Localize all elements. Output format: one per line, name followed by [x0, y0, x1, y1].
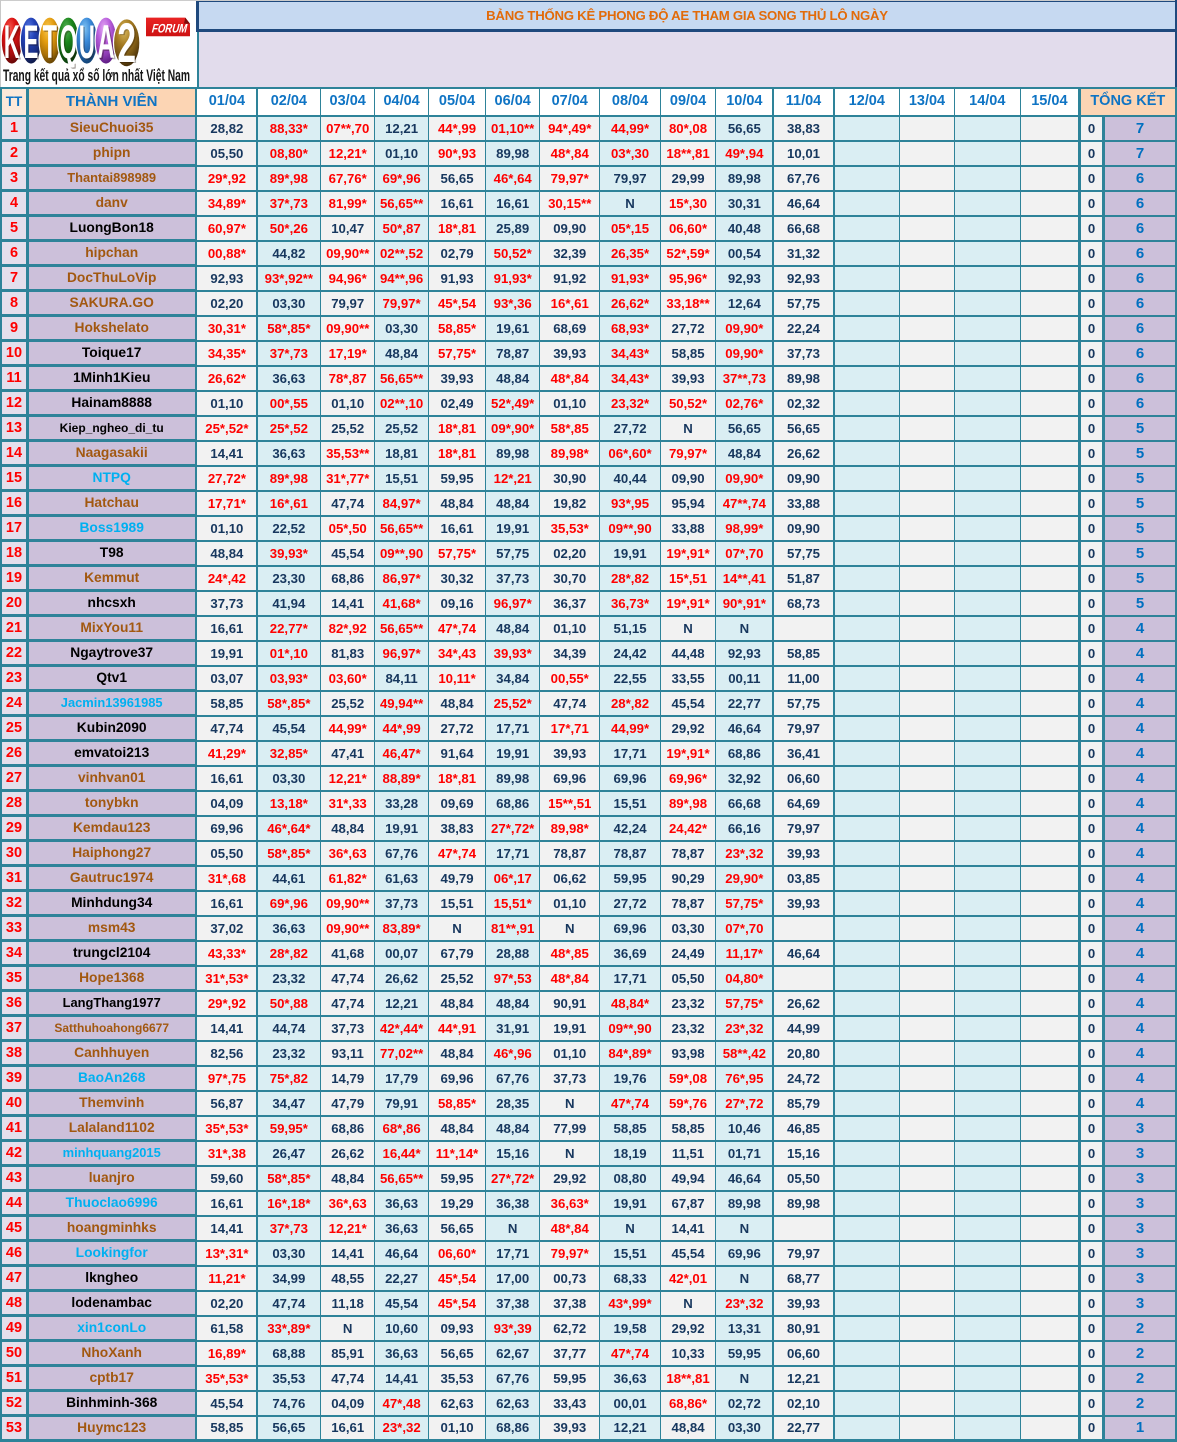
svg-text:T: T — [44, 16, 59, 69]
svg-text:A: A — [97, 16, 115, 69]
svg-text:A: A — [99, 17, 117, 70]
svg-text:K: K — [4, 16, 20, 68]
svg-text:E: E — [25, 17, 40, 69]
svg-text:Q: Q — [60, 16, 77, 68]
svg-text:K: K — [5, 17, 21, 69]
svg-text:Q: Q — [61, 17, 78, 69]
svg-text:FORUM: FORUM — [150, 22, 188, 36]
svg-text:T: T — [43, 15, 58, 68]
svg-text:Trang kết quả xổ số lớn nhất V: Trang kết quả xổ số lớn nhất Việt Nam — [3, 67, 190, 85]
svg-text:U: U — [80, 17, 96, 69]
svg-text:U: U — [79, 16, 95, 68]
svg-text:2: 2 — [117, 11, 136, 74]
svg-text:E: E — [24, 16, 39, 68]
svg-text:2: 2 — [119, 12, 138, 75]
